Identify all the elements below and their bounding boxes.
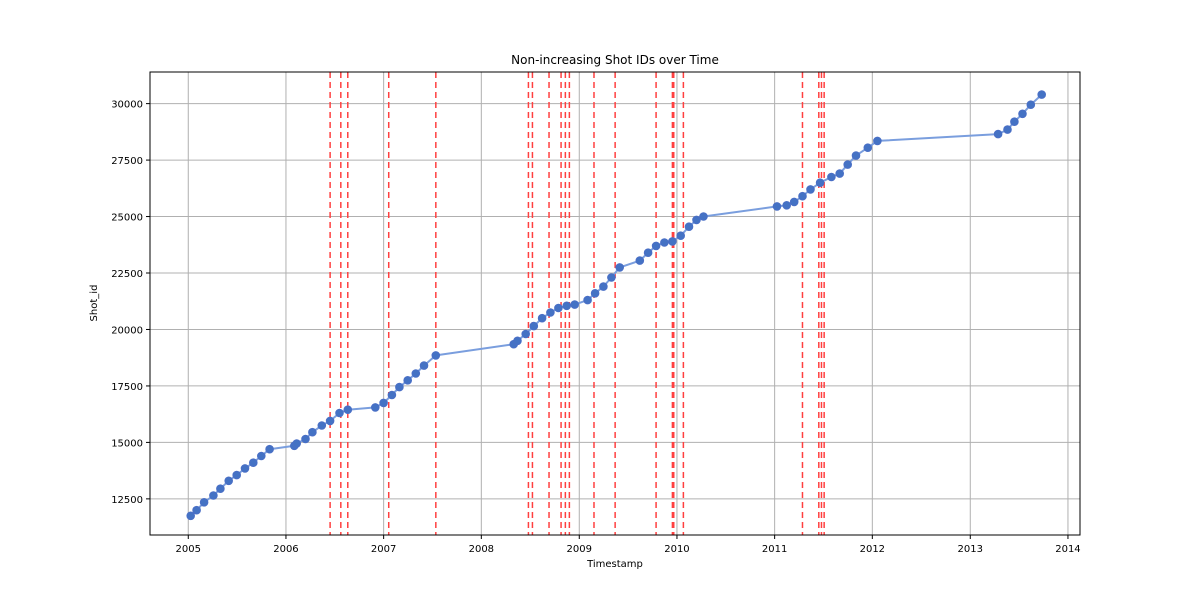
vertical-markers [329,72,825,535]
data-point [635,256,645,265]
y-tick-label: 15000 [111,438,143,449]
chart-title: Non-increasing Shot IDs over Time [511,53,719,67]
data-point [643,248,653,257]
data-point [431,351,441,360]
y-axis: 12500 15000 17500 20000 22500 25000 27500 30000 [111,100,150,506]
data-point [265,444,274,454]
data-point [292,439,302,448]
data-point [521,329,531,339]
data-point [1018,109,1027,119]
data-point [249,458,258,468]
data-point [371,403,380,412]
data-point [317,421,327,430]
data-point [651,241,661,251]
data-point [224,476,233,486]
data-point [209,491,218,500]
x-tick-label: 2005 [176,544,201,555]
data-point [676,231,686,240]
data-point [1037,90,1046,99]
y-tick-label: 20000 [111,325,143,336]
data-point [411,369,421,378]
data-point [554,303,563,313]
x-tick-label: 2007 [371,544,396,555]
x-tick-label: 2009 [567,544,592,555]
data-point [615,263,625,272]
data-point [1010,117,1019,126]
data-point [570,300,580,309]
data-point [199,498,209,507]
plot-area-frame [149,71,1081,536]
data-point [419,361,429,370]
y-tick-label: 17500 [111,382,143,393]
data-point [668,237,677,246]
data-point [873,136,882,146]
data-point [395,382,404,392]
data-point [692,215,701,225]
y-tick-label: 22500 [111,269,143,280]
data-point [186,511,195,521]
data-point [335,408,344,418]
data-point [343,405,353,415]
data-point [257,451,266,461]
data-point [599,282,608,291]
data-point [798,191,807,201]
y-tick-label: 25000 [111,213,143,224]
x-tick-label: 2014 [1055,544,1080,555]
data-point [772,202,782,211]
x-tick-label: 2008 [469,544,494,555]
data-point [835,169,845,178]
data-point [216,484,225,494]
data-point [232,470,241,480]
data-point [192,505,201,515]
data-point [301,434,310,444]
data-point [843,160,853,169]
data-point [513,336,522,346]
x-tick-label: 2006 [273,544,298,555]
series-points [186,90,1046,521]
data-point [607,273,616,282]
data-point [993,129,1003,139]
data-point [240,464,250,473]
data-point [403,376,413,385]
data-point [815,178,825,187]
y-tick-label: 27500 [111,156,143,167]
data-point [562,301,572,311]
data-point [583,295,592,305]
y-tick-label: 30000 [111,100,143,111]
data-point [546,308,555,317]
data-point [806,185,815,194]
y-tick-label: 12500 [111,495,143,506]
data-point [699,212,708,221]
data-point [863,143,873,152]
data-point [789,197,799,207]
data-point [529,321,539,331]
x-axis: 2005 2006 2007 2008 2009 2010 2011 2012 2013 2014 [176,535,1081,555]
x-tick-label: 2013 [958,544,983,555]
x-axis-label: Timestamp [586,559,643,570]
data-point [379,398,388,408]
y-axis-label: Shot_id [89,285,100,322]
data-point [308,427,317,437]
data-point [660,238,669,247]
data-point [1003,125,1012,134]
data-point [851,151,861,160]
data-point [684,222,694,231]
x-tick-label: 2012 [860,544,885,555]
x-tick-label: 2011 [762,544,787,555]
data-point [782,201,792,210]
data-point [1026,100,1036,109]
data-point [537,313,547,323]
data-point [325,416,335,426]
data-point [590,289,600,298]
x-tick-label: 2010 [664,544,689,555]
data-point [387,390,397,400]
data-point [827,172,836,182]
